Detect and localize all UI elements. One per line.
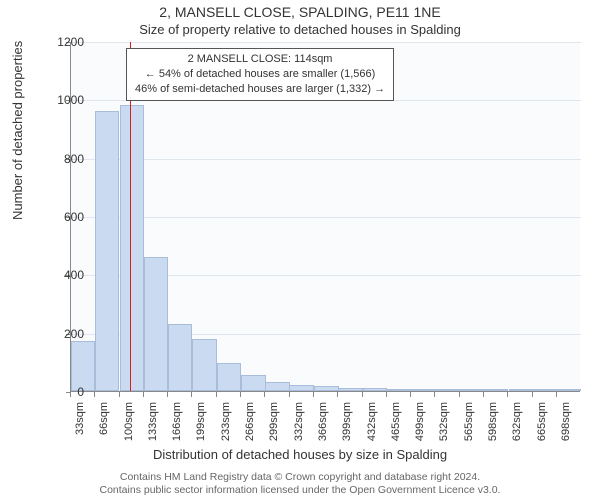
chart-title-line1: 2, MANSELL CLOSE, SPALDING, PE11 1NE [0, 4, 600, 20]
histogram-bar [411, 389, 435, 391]
histogram-bar [241, 375, 265, 391]
histogram-bar [265, 382, 289, 391]
histogram-bar [533, 389, 557, 391]
xtick-mark [337, 392, 338, 397]
ytick-label: 200 [34, 327, 84, 341]
histogram-bar [289, 385, 313, 391]
histogram-bar [71, 341, 95, 391]
gridline [71, 217, 581, 218]
ytick-label: 1200 [34, 35, 84, 49]
xtick-mark [94, 392, 95, 397]
xtick-mark [459, 392, 460, 397]
histogram-bar [95, 111, 119, 391]
ytick-label: 400 [34, 268, 84, 282]
ytick-label: 0 [34, 385, 84, 399]
xtick-mark [362, 392, 363, 397]
histogram-bar [120, 105, 144, 391]
xtick-mark [191, 392, 192, 397]
histogram-bar [557, 389, 581, 391]
histogram-bar [144, 257, 168, 391]
ytick-label: 600 [34, 210, 84, 224]
xtick-mark [313, 392, 314, 397]
annotation-box: 2 MANSELL CLOSE: 114sqm← 54% of detached… [126, 48, 394, 101]
gridline [71, 42, 581, 43]
xtick-mark [264, 392, 265, 397]
xtick-mark [483, 392, 484, 397]
xtick-mark [434, 392, 435, 397]
histogram-bar [387, 389, 411, 391]
xtick-mark [216, 392, 217, 397]
annotation-line: 2 MANSELL CLOSE: 114sqm [135, 52, 385, 67]
footer: Contains HM Land Registry data © Crown c… [0, 471, 600, 498]
plot-wrap: 2 MANSELL CLOSE: 114sqm← 54% of detached… [70, 42, 580, 392]
xtick-mark [240, 392, 241, 397]
histogram-bar [436, 389, 460, 391]
xtick-mark [556, 392, 557, 397]
histogram-bar [484, 389, 508, 391]
annotation-line: 46% of semi-detached houses are larger (… [135, 82, 385, 97]
gridline [71, 159, 581, 160]
histogram-bar [217, 363, 241, 391]
chart-title-line2: Size of property relative to detached ho… [0, 22, 600, 37]
y-axis-label: Number of detached properties [10, 41, 25, 220]
histogram-bar [460, 389, 484, 391]
histogram-bar [509, 389, 533, 391]
histogram-bar [192, 339, 216, 392]
xtick-mark [167, 392, 168, 397]
xtick-mark [507, 392, 508, 397]
xtick-mark [386, 392, 387, 397]
histogram-bar [363, 388, 387, 392]
ytick-label: 800 [34, 152, 84, 166]
histogram-bar [314, 386, 338, 391]
footer-line2: Contains public sector information licen… [0, 484, 600, 498]
chart-container: 2, MANSELL CLOSE, SPALDING, PE11 1NE Siz… [0, 0, 600, 500]
histogram-bar [168, 324, 192, 391]
xtick-mark [119, 392, 120, 397]
ytick-label: 1000 [34, 93, 84, 107]
xtick-mark [289, 392, 290, 397]
histogram-bar [338, 388, 362, 391]
plot-area: 2 MANSELL CLOSE: 114sqm← 54% of detached… [70, 42, 580, 392]
x-axis-label: Distribution of detached houses by size … [0, 447, 600, 462]
xtick-mark [143, 392, 144, 397]
annotation-line: ← 54% of detached houses are smaller (1,… [135, 67, 385, 82]
footer-line1: Contains HM Land Registry data © Crown c… [0, 471, 600, 485]
xtick-mark [532, 392, 533, 397]
xtick-mark [410, 392, 411, 397]
